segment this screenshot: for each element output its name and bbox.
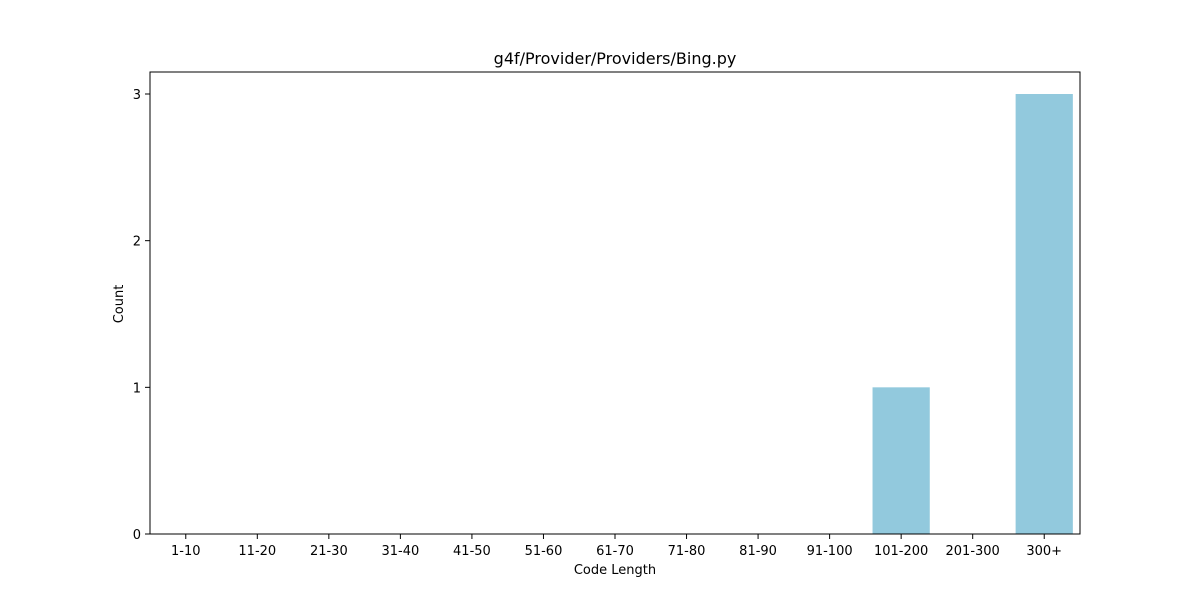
bar-300+ [1015, 94, 1073, 534]
x-tick-label: 21-30 [310, 544, 348, 559]
x-axis-label: Code Length [574, 563, 656, 578]
x-tick-label: 91-100 [807, 544, 853, 559]
x-tick-label: 31-40 [381, 544, 419, 559]
y-tick-label: 0 [133, 528, 141, 543]
bars [872, 94, 1073, 534]
plot-frame [149, 71, 1081, 535]
chart-title: g4f/Provider/Providers/Bing.py [494, 49, 737, 68]
bar-101-200 [872, 387, 930, 534]
x-tick-label: 201-300 [946, 544, 1000, 559]
x-tick-label: 11-20 [238, 544, 276, 559]
y-tick-label: 2 [133, 235, 141, 250]
x-axis: 1-10 11-20 21-30 31-40 41-50 51-60 61-70 71-80 8… [171, 534, 1062, 559]
x-tick-label: 300+ [1026, 544, 1062, 559]
x-tick-label: 51-60 [525, 544, 563, 559]
x-tick-label: 81-90 [739, 544, 777, 559]
y-tick-label: 3 [133, 88, 141, 103]
y-tick-label: 1 [133, 381, 141, 396]
y-axis-label: Count [112, 285, 127, 324]
x-tick-label: 101-200 [874, 544, 928, 559]
x-tick-label: 61-70 [596, 544, 634, 559]
x-tick-label: 1-10 [171, 544, 201, 559]
x-tick-label: 71-80 [668, 544, 706, 559]
x-tick-label: 41-50 [453, 544, 491, 559]
y-axis: 0 1 2 3 [133, 88, 150, 543]
